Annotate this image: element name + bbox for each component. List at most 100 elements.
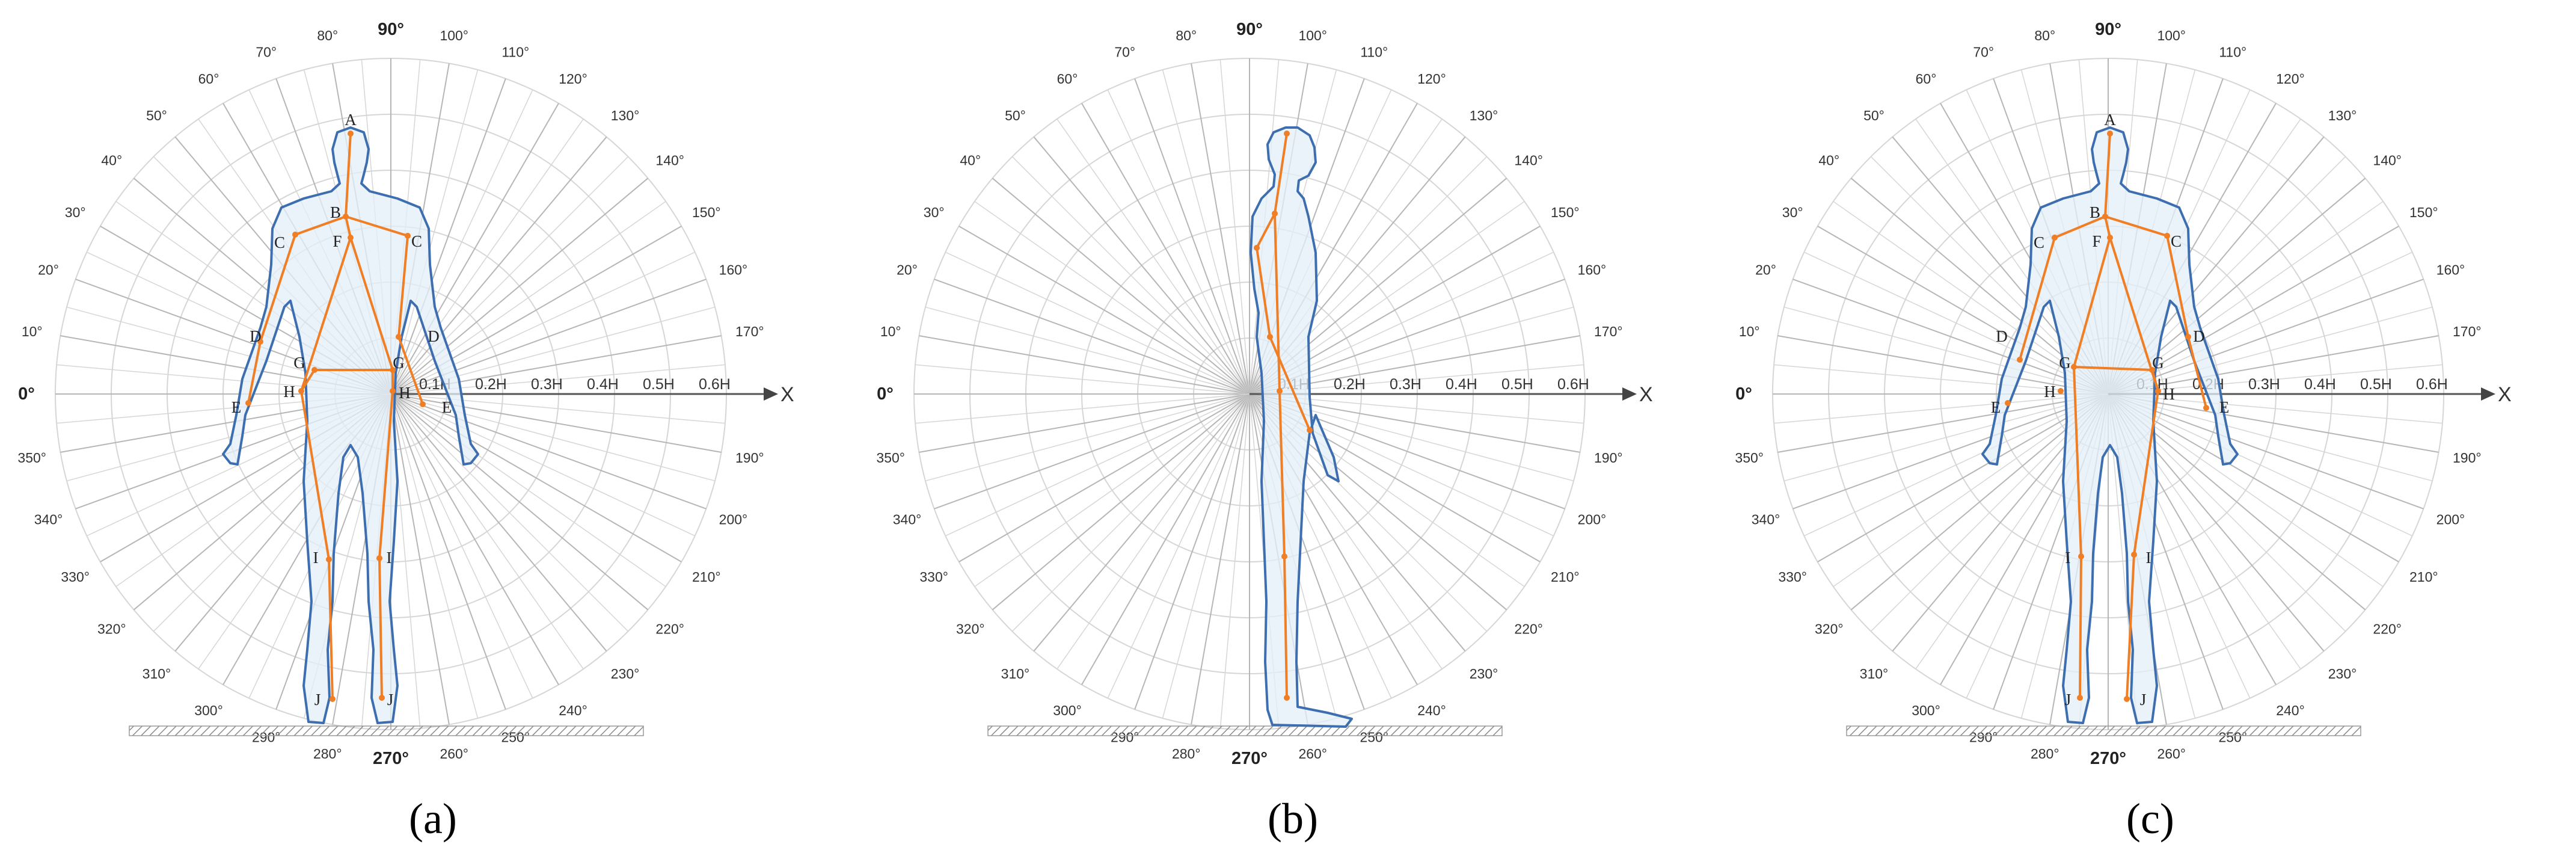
angle-label: 140° (1514, 152, 1543, 168)
angle-label: 30° (65, 205, 86, 220)
angle-label: 330° (919, 569, 948, 585)
angle-label: 50° (1005, 108, 1026, 123)
angle-label: 70° (1114, 45, 1135, 60)
grid-spoke (1081, 103, 1250, 395)
angle-label: 340° (1752, 511, 1780, 527)
joint-label: H (399, 384, 411, 402)
skeleton-segment (2126, 553, 2135, 700)
angle-label: 230° (611, 666, 640, 682)
joint-label: E (442, 398, 452, 416)
joint-label: G (293, 354, 305, 372)
skeleton-segment (2019, 236, 2056, 361)
grid-spoke (1774, 393, 2109, 424)
angle-label: 190° (1594, 450, 1623, 466)
skeleton-joint (1284, 131, 1290, 137)
angle-label: 20° (38, 262, 59, 278)
grid-spoke (390, 119, 584, 395)
skeleton-segment (2109, 236, 2159, 392)
skeleton-segment (300, 369, 316, 392)
grid-spoke (390, 393, 506, 710)
skeleton-segment (1274, 132, 1288, 215)
skeleton-segment (2151, 369, 2159, 392)
skeleton-segment (2079, 555, 2082, 699)
joint-label: I (2065, 549, 2071, 567)
joint-label: G (393, 354, 405, 372)
x-axis-letter: X (1639, 383, 1653, 406)
grid-spoke (934, 279, 1250, 395)
angle-label: 240° (2276, 703, 2305, 718)
angle-label: 160° (719, 262, 748, 278)
joint-label: D (250, 327, 262, 345)
joint-label: I (387, 549, 392, 567)
angle-label: 10° (1739, 324, 1760, 339)
grid-spoke (974, 393, 1250, 587)
skeleton-joint (245, 400, 251, 406)
grid-spoke (945, 393, 1250, 537)
skeleton-segment (2104, 215, 2111, 239)
grid-spoke (2108, 306, 2433, 395)
ground-hatch (129, 725, 644, 736)
angle-label: 60° (1916, 71, 1937, 87)
angle-label: 210° (2409, 569, 2438, 585)
skeleton-segment (378, 390, 394, 559)
angle-label: 150° (692, 205, 721, 220)
angle-label: 300° (1053, 703, 1082, 718)
skeleton-joint (292, 232, 298, 238)
grid-spoke (2108, 393, 2399, 562)
grid-spoke (925, 306, 1250, 395)
angle-label: 240° (559, 703, 587, 718)
angle-label: 270° (2090, 749, 2126, 768)
x-axis-arrowhead (2481, 387, 2495, 401)
angle-label: 170° (2453, 324, 2482, 339)
skeleton-joint (2005, 400, 2011, 406)
angle-label: 120° (559, 71, 587, 87)
joint-label: J (2065, 691, 2072, 709)
angle-label: 350° (1735, 450, 1764, 466)
skeleton-a (245, 131, 426, 702)
angle-label: 130° (611, 108, 640, 123)
angle-label: 210° (1551, 569, 1580, 585)
skeleton-segment (2104, 132, 2111, 218)
grid-spoke (915, 393, 1250, 424)
polar-diagram-a: 0° 10° 20° 30° 40° 50° 60° 70° 80° 90° 100° 110° 120… (17, 20, 794, 768)
skeleton-joint (2185, 334, 2191, 340)
grid-spoke (974, 201, 1250, 395)
radial-tick-label: 0.4H (1446, 376, 1477, 393)
grid-spoke (390, 393, 607, 652)
joint-label: J (387, 691, 394, 709)
angle-label: 50° (1863, 108, 1884, 123)
radial-tick-label: 0.3H (1390, 376, 1421, 393)
joint-label: C (2034, 233, 2044, 251)
skeleton-segment (300, 236, 352, 392)
angle-label: 340° (34, 511, 63, 527)
angle-label: 80° (2034, 28, 2055, 43)
grid-spoke (1817, 393, 2109, 562)
skeleton-segment (2166, 235, 2189, 338)
skeleton-joint (2131, 552, 2137, 558)
radial-tick-label: 0.6H (1557, 376, 1589, 393)
skeleton-joint (1281, 553, 1287, 559)
joint-label: H (2163, 385, 2175, 403)
angle-label: 350° (17, 450, 46, 466)
grid-spoke (1803, 393, 2109, 537)
grid-spoke (390, 393, 716, 482)
angle-label: 100° (440, 28, 468, 43)
angle-label: 340° (893, 511, 922, 527)
angle-label: 90° (1236, 20, 1263, 39)
grid-spoke (1803, 251, 2109, 395)
angle-label: 10° (22, 324, 43, 339)
angle-label: 220° (1514, 621, 1543, 637)
grid-spoke (390, 393, 707, 510)
radial-tick-label: 0.6H (2416, 376, 2448, 393)
angle-label: 280° (1172, 746, 1201, 762)
grid-spoke (1792, 393, 2109, 510)
skeleton-joint (348, 131, 354, 137)
skeleton-joint (2124, 696, 2130, 702)
angle-label: 40° (960, 152, 981, 168)
angle-label: 80° (317, 28, 338, 43)
joint-label: C (2171, 232, 2182, 250)
angle-label: 70° (1973, 45, 1994, 60)
angle-label: 150° (2409, 205, 2438, 220)
skeleton-joint (326, 556, 332, 562)
grid-spoke (390, 136, 607, 395)
